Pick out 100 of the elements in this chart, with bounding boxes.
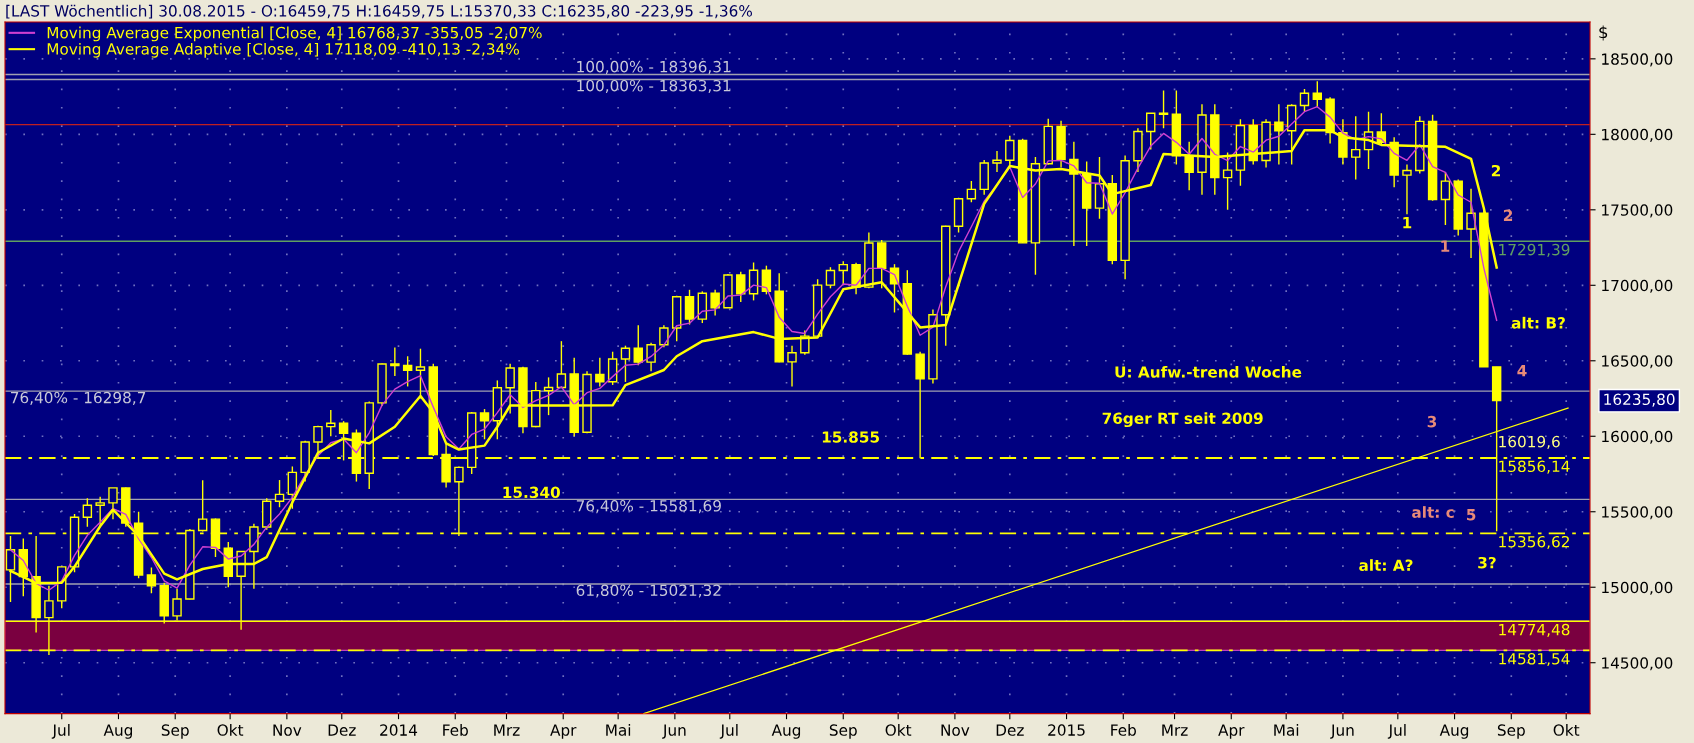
candlestick xyxy=(620,344,631,383)
candlestick xyxy=(787,344,797,388)
candlestick xyxy=(800,329,810,356)
candlestick xyxy=(146,566,157,594)
candlestick xyxy=(556,340,567,389)
x-tick-label: Jul xyxy=(1387,724,1406,739)
y-tick-label: 17500,00 xyxy=(1602,204,1673,218)
y-axis-title: $ xyxy=(1599,25,1608,41)
candlestick xyxy=(1312,80,1323,108)
annotation: 76,40% - 15581,69 xyxy=(576,500,721,514)
candlestick xyxy=(1222,151,1233,211)
x-tick-label: Mai xyxy=(1274,724,1299,736)
y-tick-label: 16500,00 xyxy=(1602,355,1673,369)
y-tick-label: 17000,00 xyxy=(1602,279,1673,293)
annotation: 76ger RT seit 2009 xyxy=(1102,412,1263,428)
candlestick xyxy=(390,346,400,377)
annotation: alt: c xyxy=(1412,506,1454,518)
candlestick xyxy=(82,497,93,528)
candlestick xyxy=(710,289,720,317)
annotation: 15.855 xyxy=(822,431,880,443)
legend-label: Moving Average Adaptive [Close, 4] 17118,09 -410,13 -2,34% xyxy=(47,42,519,58)
annotation: 5 xyxy=(1466,509,1476,521)
candlestick xyxy=(1184,141,1194,191)
x-tick-label: Sep xyxy=(829,724,857,739)
candlestick xyxy=(415,348,426,400)
candlestick xyxy=(646,341,656,373)
annotation: alt: B? xyxy=(1511,316,1565,329)
x-tick-label: Okt xyxy=(217,724,244,736)
y-tick-label: 18000,00 xyxy=(1602,128,1673,142)
x-tick-label: Feb xyxy=(1111,724,1136,736)
y-tick-label: 14500,00 xyxy=(1602,657,1673,671)
candlestick xyxy=(736,271,746,303)
annotation: 76,40% - 16298,7 xyxy=(11,391,146,405)
x-tick-label: Feb xyxy=(443,724,468,736)
x-tick-label: Nov xyxy=(273,724,302,736)
candlestick xyxy=(684,289,695,326)
candlestick xyxy=(595,357,605,388)
x-tick-label: Sep xyxy=(1497,724,1525,739)
annotation: 3 xyxy=(1427,415,1437,428)
candlestick xyxy=(95,495,105,528)
x-tick-label: Jul xyxy=(719,724,738,739)
x-tick-label: Mrz xyxy=(494,724,520,736)
x-tick-label: Jul xyxy=(51,724,70,739)
x-tick-label: Mai xyxy=(606,724,631,736)
x-tick-label: Jun xyxy=(662,724,686,739)
candlestick xyxy=(1158,89,1169,129)
ref-line-label: 14774,48 xyxy=(1499,623,1570,637)
x-tick-label: 2015 xyxy=(1048,724,1085,736)
x-tick-label: Dez xyxy=(328,724,356,736)
x-tick-label: Okt xyxy=(885,724,912,736)
x-tick-label: Aug xyxy=(1439,724,1469,739)
annotation: 1 xyxy=(1403,217,1412,229)
x-tick-label: Mrz xyxy=(1162,724,1188,736)
x-tick-label: Sep xyxy=(161,724,189,739)
candlestick xyxy=(326,409,336,437)
y-tick-label: 18500,00 xyxy=(1602,53,1673,67)
chart-title: [LAST Wöchentlich] 30.08.2015 - O:16459,75 H:16459,75 L:15370,33 C:16235,80 -223,95 -1,36% xyxy=(6,4,753,19)
ref-line-label: 14581,54 xyxy=(1499,652,1570,667)
y-tick-label: 16000,00 xyxy=(1602,430,1673,444)
x-tick-label: 2014 xyxy=(380,724,418,736)
candlestick xyxy=(1146,112,1156,151)
candlestick xyxy=(274,479,285,508)
annotation: 1 xyxy=(1441,240,1450,252)
candlestick xyxy=(966,180,977,203)
ref-line-label: 17291,39 xyxy=(1499,243,1570,257)
annotation: 15.340 xyxy=(503,486,560,499)
candlestick xyxy=(992,150,1002,173)
candlestick xyxy=(825,266,836,290)
ref-line-label: 15356,62 xyxy=(1499,535,1569,550)
annotation: 61,80% - 15021,32 xyxy=(576,584,721,598)
annotation: 4 xyxy=(1517,365,1527,377)
x-tick-label: Apr xyxy=(1218,724,1245,739)
x-tick-label: Jun xyxy=(1330,724,1354,739)
legend-label: Moving Average Exponential [Close, 4] 16768,37 -355,05 -2,07% xyxy=(47,26,542,42)
annotation: 2 xyxy=(1503,209,1513,221)
annotation: 2 xyxy=(1491,164,1500,177)
x-tick-label: Dez xyxy=(996,724,1024,736)
candlestick xyxy=(659,324,669,348)
annotation: 100,00% - 18363,31 xyxy=(577,79,731,93)
candlestick xyxy=(1440,171,1451,226)
x-tick-label: Aug xyxy=(103,724,132,739)
annotation: alt: A? xyxy=(1359,559,1413,571)
candlestick xyxy=(108,487,118,520)
annotation: 100,00% - 18396,31 xyxy=(577,60,731,74)
candlestick xyxy=(338,420,349,462)
x-tick-label: Nov xyxy=(941,724,970,736)
y-tick-label: 15500,00 xyxy=(1602,506,1673,520)
candlestick xyxy=(1402,163,1412,216)
annotation: 3? xyxy=(1478,556,1496,569)
candlestick xyxy=(402,355,413,388)
candlestick xyxy=(505,363,515,415)
candlestick xyxy=(838,260,848,286)
candlestick xyxy=(479,408,490,440)
y-tick-label: 15000,00 xyxy=(1602,581,1673,595)
candlestick xyxy=(1466,187,1476,259)
candlestick xyxy=(1299,88,1310,113)
annotation: 16019,6 xyxy=(1499,435,1560,449)
text: 16235,80 xyxy=(1604,393,1675,407)
x-tick-label: Okt xyxy=(1553,724,1580,736)
x-tick-label: Aug xyxy=(771,724,801,739)
